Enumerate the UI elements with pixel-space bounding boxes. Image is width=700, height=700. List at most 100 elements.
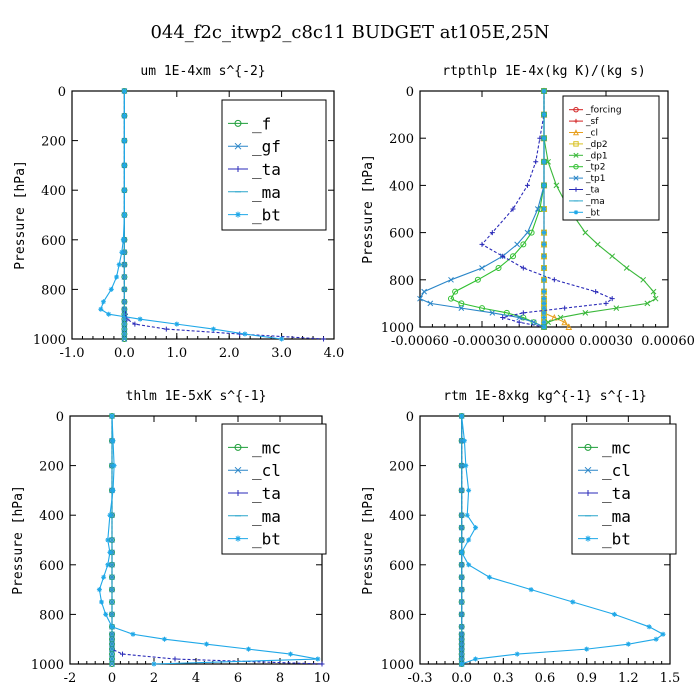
data-point [448, 276, 454, 283]
data-point [120, 237, 126, 243]
data-point [524, 229, 531, 236]
data-point [459, 413, 465, 419]
x-tick-label: 6 [234, 671, 242, 686]
data-point [459, 661, 465, 667]
y-tick-label: 800 [39, 608, 64, 623]
legend-label: _f [252, 114, 271, 133]
data-point [459, 549, 465, 555]
data-point [119, 249, 125, 255]
x-tick-label: 10 [314, 671, 331, 686]
data-point [545, 319, 551, 326]
y-tick-label: 400 [39, 509, 64, 524]
data-point [582, 309, 589, 316]
data-point [96, 587, 102, 593]
legend-marker [234, 443, 242, 451]
data-point [565, 323, 573, 330]
legend-marker [573, 141, 579, 147]
data-point [541, 289, 547, 295]
panel-1: um 1E-4xm s^{-2} Pressure [hPa] -1.0 0.0 1.0… [13, 64, 344, 361]
legend-label: _ta [252, 160, 281, 179]
data-point [489, 230, 495, 236]
x-tick-label: 0 [108, 671, 116, 686]
data-point [114, 274, 120, 280]
legend-label: _dp1 [585, 151, 608, 161]
data-point [541, 277, 547, 283]
data-point [479, 241, 485, 247]
series-tp1 [417, 88, 547, 330]
legend: _mc _cl _ta _ma _bt [571, 423, 677, 555]
legend-marker [584, 466, 592, 474]
data-point [132, 321, 138, 327]
x-tick-label: 4 [192, 671, 200, 686]
y-tick-label: 0 [58, 85, 66, 100]
y-tick-label: 1000 [381, 658, 414, 673]
legend-marker [235, 490, 241, 496]
data-point [557, 314, 564, 321]
y-tick-label: 400 [389, 509, 414, 524]
legend-marker [235, 535, 241, 542]
data-point [421, 288, 427, 295]
series-ma [459, 415, 465, 665]
y-tick-label: 0 [406, 85, 414, 100]
panel-3: thlm 1E-5xK s^{-1} Pressure [hPa] -2 0 2 4 6 8 1… [11, 389, 330, 686]
x-tick-label: 1.2 [618, 671, 639, 686]
data-point [109, 624, 115, 630]
data-point [288, 651, 293, 657]
data-point [452, 288, 459, 295]
y-tick-label: 1000 [31, 658, 64, 673]
data-point [105, 537, 111, 543]
data-point [120, 651, 125, 657]
data-point [541, 230, 547, 236]
data-point [541, 319, 547, 325]
data-point [541, 315, 547, 321]
data-point [516, 314, 523, 321]
data-point [528, 229, 535, 236]
y-tick-label: 800 [389, 608, 414, 623]
data-point [121, 212, 127, 218]
data-point [584, 646, 590, 652]
data-point [551, 277, 557, 283]
data-point [510, 206, 516, 212]
panel-2: rtpthlp 1E-4x(kg K)/(kg s) Pressure [hPa]… [361, 64, 695, 349]
data-point [500, 315, 506, 321]
legend-box [221, 99, 327, 231]
legend-marker [234, 466, 242, 474]
x-tick-label: 0.0 [451, 671, 472, 686]
data-point [514, 651, 520, 657]
data-point [541, 305, 547, 311]
y-tick-label: 400 [389, 179, 414, 194]
data-point [489, 309, 496, 316]
data-point [530, 319, 537, 326]
legend-label: _ma [602, 507, 631, 526]
x-tick-label: 0.0 [114, 346, 135, 361]
y-axis-label: Pressure [hPa] [361, 154, 376, 264]
x-tick-label: -0.00030 [453, 334, 511, 349]
legend-label: _bt [252, 206, 281, 225]
data-point [204, 641, 209, 647]
data-point [321, 336, 327, 342]
x-tick-label: 3.0 [271, 346, 292, 361]
series-bt [541, 88, 547, 330]
data-point [210, 326, 216, 332]
data-point [110, 438, 116, 444]
data-point [652, 295, 659, 302]
data-point [98, 306, 104, 312]
y-tick-label: 600 [389, 559, 414, 574]
data-point [109, 413, 115, 419]
data-point [541, 265, 547, 271]
data-point [107, 549, 113, 555]
data-point [479, 265, 485, 271]
legend-label: _cl [602, 461, 631, 480]
series-line [98, 415, 318, 665]
legend-label: _tp2 [585, 163, 605, 173]
data-point [541, 296, 547, 302]
data-point [541, 159, 547, 165]
x-tick-label: 0.6 [535, 671, 556, 686]
legend-marker [234, 119, 242, 127]
x-tick-label: 0.00060 [641, 334, 695, 349]
x-tick-label: 1.5 [660, 671, 681, 686]
data-point [473, 656, 479, 662]
data-point [121, 162, 127, 168]
data-point [121, 88, 127, 94]
